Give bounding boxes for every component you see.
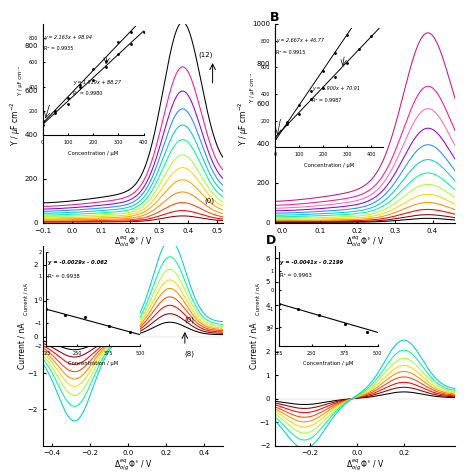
Y-axis label: Current / nA: Current / nA (249, 323, 258, 369)
Text: (0): (0) (185, 317, 195, 323)
Text: (8): (8) (185, 350, 195, 356)
Text: (0): (0) (204, 198, 214, 204)
Y-axis label: Y / $\mu$F cm$^{-2}$: Y / $\mu$F cm$^{-2}$ (236, 101, 251, 146)
X-axis label: $\Delta_{o/g}^{eq}\Phi^{\circ}$ / V: $\Delta_{o/g}^{eq}\Phi^{\circ}$ / V (114, 458, 152, 473)
X-axis label: $\Delta_{o/g}^{eq}\Phi^{\circ}$ / V: $\Delta_{o/g}^{eq}\Phi^{\circ}$ / V (346, 458, 384, 473)
Text: B: B (270, 11, 280, 24)
Text: D: D (265, 234, 276, 247)
X-axis label: $\Delta_{o/g}^{eq}\Phi^{\circ}$ / V: $\Delta_{o/g}^{eq}\Phi^{\circ}$ / V (346, 235, 384, 250)
X-axis label: $\Delta_{o/g}^{eq}\Phi^{\circ}$ / V: $\Delta_{o/g}^{eq}\Phi^{\circ}$ / V (114, 235, 152, 250)
Text: (12): (12) (198, 52, 212, 58)
Y-axis label: Current / nA: Current / nA (17, 323, 26, 369)
Y-axis label: Y / $\mu$F cm$^{-2}$: Y / $\mu$F cm$^{-2}$ (9, 101, 23, 146)
